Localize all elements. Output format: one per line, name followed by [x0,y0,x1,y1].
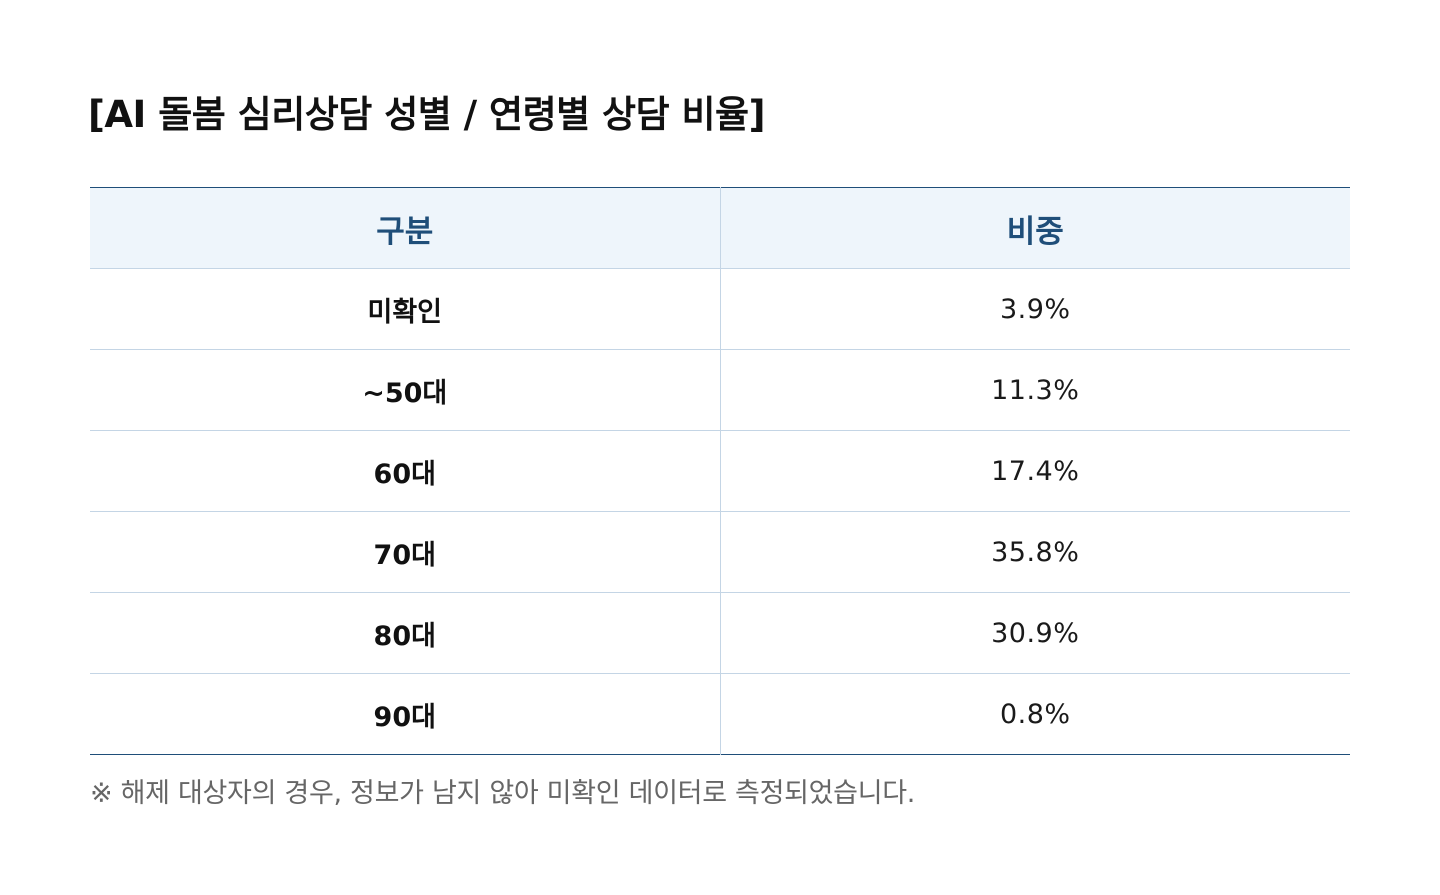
page-title: [AI 돌봄 심리상담 성별 / 연령별 상담 비율] [88,93,766,136]
row-value: 3.9% [719,268,1350,350]
table-row: 90대 0.8% [90,673,1350,755]
row-value: 35.8% [719,511,1350,593]
table-header-row: 구분 비중 [90,187,1350,269]
row-value: 30.9% [719,592,1350,674]
row-category: 미확인 [90,268,720,350]
row-category: 60대 [90,430,720,512]
table-row: 70대 35.8% [90,511,1350,593]
row-category: 80대 [90,592,720,674]
row-category: 90대 [373,701,436,733]
header-category: 구분 [90,187,720,269]
table-row: 미확인 3.9% [90,268,1350,350]
header-ratio: 비중 [719,187,1350,269]
row-category: 70대 [90,511,720,593]
row-category: ~50대 [90,349,720,431]
row-value: 11.3% [719,349,1350,431]
row-value: 17.4% [719,430,1350,512]
table-row: ~50대 11.3% [90,349,1350,431]
footnote: ※ 해제 대상자의 경우, 정보가 남지 않아 미확인 데이터로 측정되었습니다… [90,778,916,809]
table-row: 60대 17.4% [90,430,1350,512]
table-row: 80대 30.9% [90,592,1350,674]
row-value: 0.8% [719,673,1350,755]
ratio-table: 구분 비중 미확인 3.9% ~50대 11.3% 60대 17.4% 70대 … [90,187,1350,755]
